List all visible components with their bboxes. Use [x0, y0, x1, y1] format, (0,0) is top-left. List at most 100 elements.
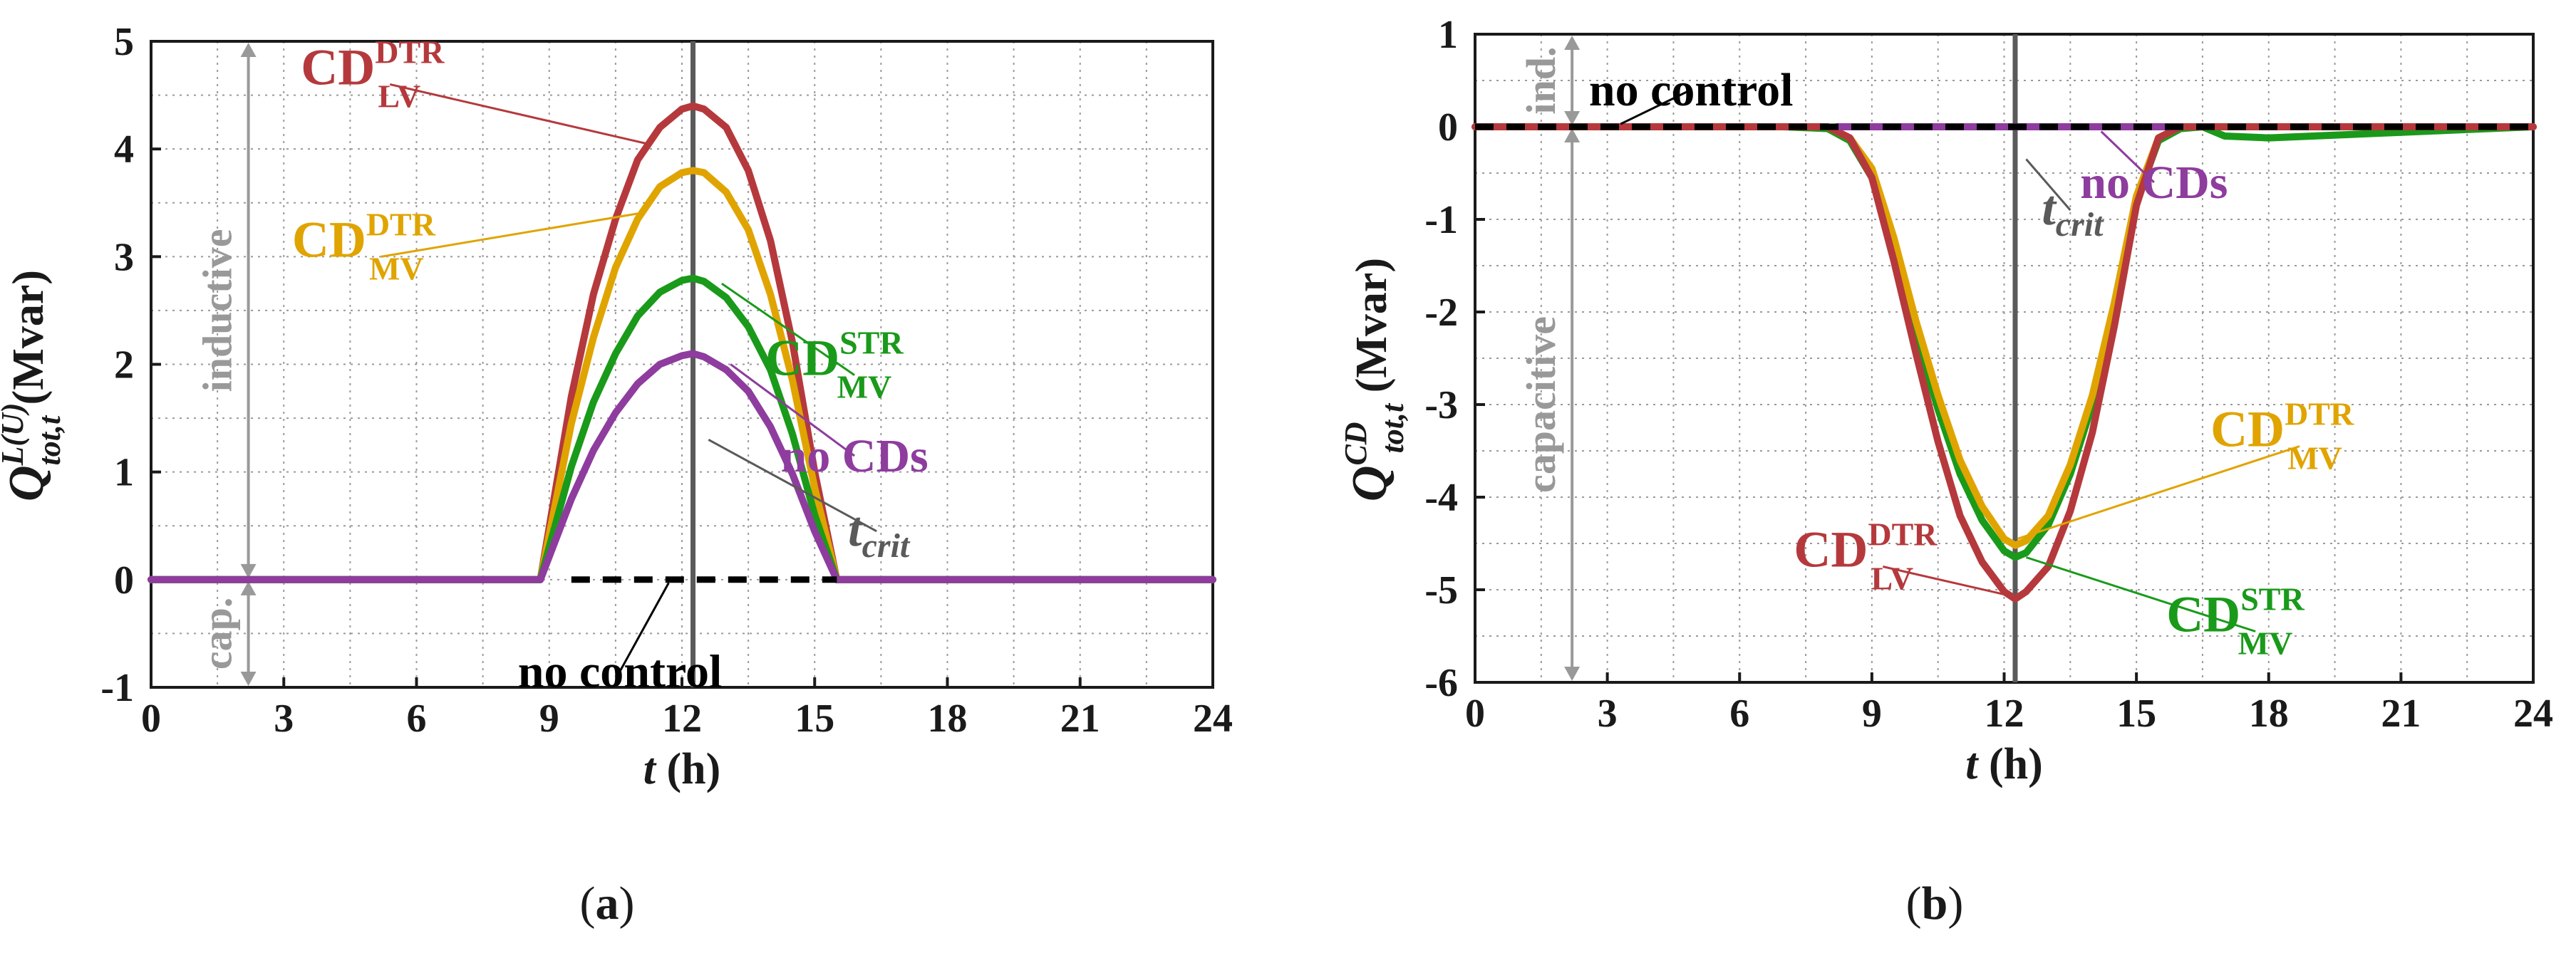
- x-tick-label: 0: [141, 697, 161, 741]
- y-tick-label: 4: [114, 127, 134, 172]
- caption-open: (: [1906, 878, 1922, 929]
- annotation-base: t: [2042, 181, 2057, 236]
- annotation-leader: [2025, 158, 2071, 211]
- x-tick-label: 15: [795, 697, 834, 741]
- series-mv_dtr: [1471, 123, 2537, 549]
- annotation-base: CD: [1794, 521, 1868, 578]
- region-arrow-head-bottom: [240, 563, 257, 578]
- y-tick-label: -3: [1424, 383, 1458, 427]
- annotation-mv_str: CDSTR MV: [765, 325, 904, 405]
- y-axis-sup: L(U): [0, 403, 30, 467]
- annotation-leader: [1620, 88, 1692, 125]
- y-tick-label: 1: [1438, 13, 1458, 57]
- chart-caption: (a): [580, 878, 635, 929]
- annotation-sup: DTR: [375, 33, 445, 70]
- annotation-tcrit: tcrit: [848, 502, 911, 565]
- region-arrow-head-bottom: [240, 672, 257, 686]
- y-tick-label: -1: [1424, 198, 1458, 242]
- y-tick-label: -4: [1424, 476, 1458, 520]
- annotation-base: CD: [292, 211, 366, 268]
- annotation-leader: [381, 212, 638, 258]
- region-label: ind.: [1518, 46, 1564, 114]
- x-axis-var: t: [1965, 740, 1979, 788]
- x-tick-label: 3: [274, 697, 294, 741]
- annotation-base: CD: [2166, 586, 2240, 643]
- y-axis-unit: (Mvar): [4, 270, 53, 416]
- y-axis-var: Q: [1343, 466, 1397, 502]
- annotation-sub: MV: [2238, 625, 2293, 662]
- x-tick-label: 9: [1862, 692, 1882, 736]
- y-tick-label: -2: [1424, 291, 1458, 335]
- region-arrow-head-top: [1564, 36, 1581, 50]
- annotation-sup: STR: [2240, 581, 2305, 618]
- annotation-sub: crit: [862, 527, 911, 565]
- x-tick-label: 15: [2116, 692, 2156, 736]
- annotation-no_control: no control: [518, 645, 723, 697]
- region-arrow-head-bottom: [1564, 111, 1581, 125]
- y-axis-sub: tot,t: [1375, 402, 1410, 453]
- annotation-mv_dtr: CDDTR MV: [292, 206, 436, 286]
- annotation-leader: [721, 282, 855, 376]
- x-tick-label: 24: [2513, 692, 2553, 736]
- annotation-lv_dtr: CDDTR LV: [1794, 516, 1938, 597]
- annotation-mv_dtr: CDDTR MV: [2210, 396, 2354, 476]
- annotation-leader: [1883, 566, 2005, 595]
- caption-close: ): [619, 878, 635, 929]
- series-no_cds: [148, 350, 1216, 583]
- x-tick-label: 18: [928, 697, 968, 741]
- series-mv_dtr: [148, 167, 1216, 583]
- x-axis-label: t (h): [643, 745, 721, 793]
- region-label: capacitive: [1518, 316, 1564, 493]
- caption-open: (: [580, 878, 596, 929]
- annotation-leader: [708, 438, 877, 533]
- annotation-tcrit: tcrit: [2042, 181, 2104, 244]
- y-tick-label: 1: [114, 451, 134, 495]
- caption-letter: b: [1922, 878, 1948, 929]
- annotation-sup: DTR: [366, 206, 436, 242]
- y-tick-label: 3: [114, 235, 134, 279]
- caption-close: ): [1947, 878, 1963, 929]
- y-tick-label: 5: [114, 20, 134, 64]
- region-arrow-head-top: [240, 580, 257, 595]
- y-tick-label: -1: [100, 666, 134, 710]
- annotation-no_cds: no CDs: [2080, 157, 2228, 209]
- y-axis-sup: CD: [1338, 422, 1373, 465]
- annotation-sub: LV: [378, 78, 420, 114]
- annotation-leader: [2025, 556, 2256, 632]
- annotation-sup: STR: [839, 325, 904, 361]
- x-tick-label: 0: [1465, 692, 1485, 736]
- y-axis-unit: (Mvar): [1348, 258, 1396, 404]
- series-lv_dtr: [1471, 123, 2537, 603]
- x-tick-label: 21: [2381, 692, 2421, 736]
- annotation-sub: MV: [369, 250, 424, 286]
- annotation-leader: [619, 582, 670, 672]
- x-tick-label: 21: [1060, 697, 1100, 741]
- x-axis-unit: (h): [656, 745, 720, 793]
- chart-a: 0 3 6 9 12 15 18 21 24-1012345inductivecap.CDDTR…: [0, 20, 1233, 929]
- annotation-base: CD: [2210, 401, 2285, 458]
- x-tick-label: 9: [539, 697, 559, 741]
- y-tick-label: -5: [1424, 568, 1458, 613]
- annotation-lv_dtr: CDDTR LV: [301, 33, 445, 114]
- annotation-sup: DTR: [1868, 516, 1938, 553]
- region-arrow-head-top: [1564, 128, 1581, 142]
- y-axis-var: Q: [0, 465, 54, 501]
- y-tick-label: -6: [1424, 661, 1458, 705]
- chart-b: 0 3 6 9 12 15 18 21 24 -6 -5 -4 -3 -2 -1 0 1 ind. capaciti…: [1338, 13, 2553, 929]
- annotation-leader: [730, 363, 856, 457]
- annotation-base: CD: [765, 330, 839, 387]
- x-tick-label: 24: [1193, 697, 1233, 741]
- series-mv_str: [148, 274, 1216, 583]
- x-tick-label: 3: [1598, 692, 1618, 736]
- region-label: cap.: [195, 598, 241, 670]
- grid: [150, 41, 1214, 688]
- annotation-base: t: [848, 502, 864, 557]
- annotation-base: CD: [301, 38, 375, 95]
- annotation-leader: [2017, 445, 2300, 540]
- y-tick-label: 2: [114, 343, 134, 387]
- annotation-leader: [389, 83, 647, 145]
- x-tick-label: 18: [2249, 692, 2289, 736]
- annotation-sup: DTR: [2285, 396, 2354, 432]
- y-axis-sub: tot,t: [32, 415, 67, 465]
